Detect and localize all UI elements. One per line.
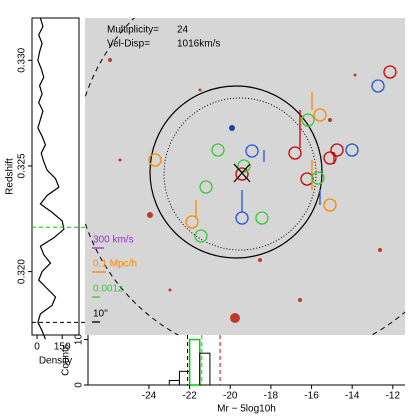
y-tick-label: 0.320 xyxy=(17,259,28,284)
member xyxy=(330,143,344,157)
multiplicity-value: 24 xyxy=(177,25,189,36)
star xyxy=(198,88,202,92)
member xyxy=(345,143,359,157)
sky-image: Multiplicity= 24 Vel-Disp= 1016km/s 300 … xyxy=(85,18,405,335)
inner-circle xyxy=(163,97,317,251)
star xyxy=(298,298,302,302)
star xyxy=(378,248,382,252)
scale-label: 0.1 Mpc/h xyxy=(93,259,137,270)
star xyxy=(118,158,122,162)
bcg-cross xyxy=(233,163,251,183)
member xyxy=(211,143,225,157)
x-tick-label: 0 xyxy=(34,342,40,353)
member xyxy=(185,215,199,229)
member xyxy=(288,146,302,160)
x-tick-label: -14 xyxy=(345,391,360,402)
image-content xyxy=(85,18,405,335)
y-tick-label: 0.330 xyxy=(17,47,28,72)
member xyxy=(237,159,251,173)
histogram-bar xyxy=(178,370,191,386)
member xyxy=(235,167,249,181)
x-tick-label: -12 xyxy=(386,391,401,402)
y-tick-label: 10 xyxy=(74,334,85,346)
member xyxy=(311,171,325,185)
member xyxy=(300,172,314,186)
member xyxy=(199,180,213,194)
y-axis-label: Redshift xyxy=(5,158,16,195)
member xyxy=(148,153,162,167)
x-tick-label: -18 xyxy=(264,391,279,402)
y-tick-label: 0 xyxy=(74,382,85,388)
member xyxy=(301,113,315,127)
x-tick-label: -22 xyxy=(182,391,197,402)
member xyxy=(323,151,337,165)
veldisp-label: Vel-Disp= xyxy=(107,39,150,50)
histogram-bar xyxy=(168,379,180,386)
member xyxy=(255,211,269,225)
member xyxy=(245,144,259,158)
star xyxy=(229,125,235,131)
member xyxy=(323,198,337,212)
multiplicity-label: Multiplicity= xyxy=(107,25,159,36)
r200-circle xyxy=(149,85,323,259)
star xyxy=(230,313,240,323)
star xyxy=(168,288,172,292)
plot-frame xyxy=(31,17,80,336)
star xyxy=(147,212,153,218)
star xyxy=(258,258,262,262)
scale-label: 10'' xyxy=(93,309,108,320)
histogram-bar xyxy=(188,338,201,386)
x-tick-label: -16 xyxy=(304,391,319,402)
x-tick-label: -24 xyxy=(142,391,157,402)
star xyxy=(353,73,357,77)
y-axis-label: Counts xyxy=(61,344,72,376)
x-tick-label: -20 xyxy=(223,391,238,402)
member xyxy=(383,65,397,79)
member xyxy=(194,229,208,243)
x-tick-label: 150 xyxy=(54,342,71,353)
scale-label: 0.001z xyxy=(93,284,123,295)
density-line xyxy=(37,17,65,340)
star xyxy=(108,58,112,62)
members xyxy=(148,65,397,243)
veldisp-value: 1016km/s xyxy=(177,39,220,50)
y-tick-label: 0.325 xyxy=(17,153,28,178)
cross-line xyxy=(233,163,251,183)
x-axis-label: Mr − 5log10h xyxy=(217,404,276,415)
x-axis-label: Density xyxy=(39,356,72,367)
stars xyxy=(108,58,382,323)
member xyxy=(313,108,327,122)
scale-label: 300 km/s xyxy=(93,235,134,246)
histogram-bar xyxy=(199,352,211,386)
member xyxy=(371,79,385,93)
star xyxy=(328,118,332,122)
